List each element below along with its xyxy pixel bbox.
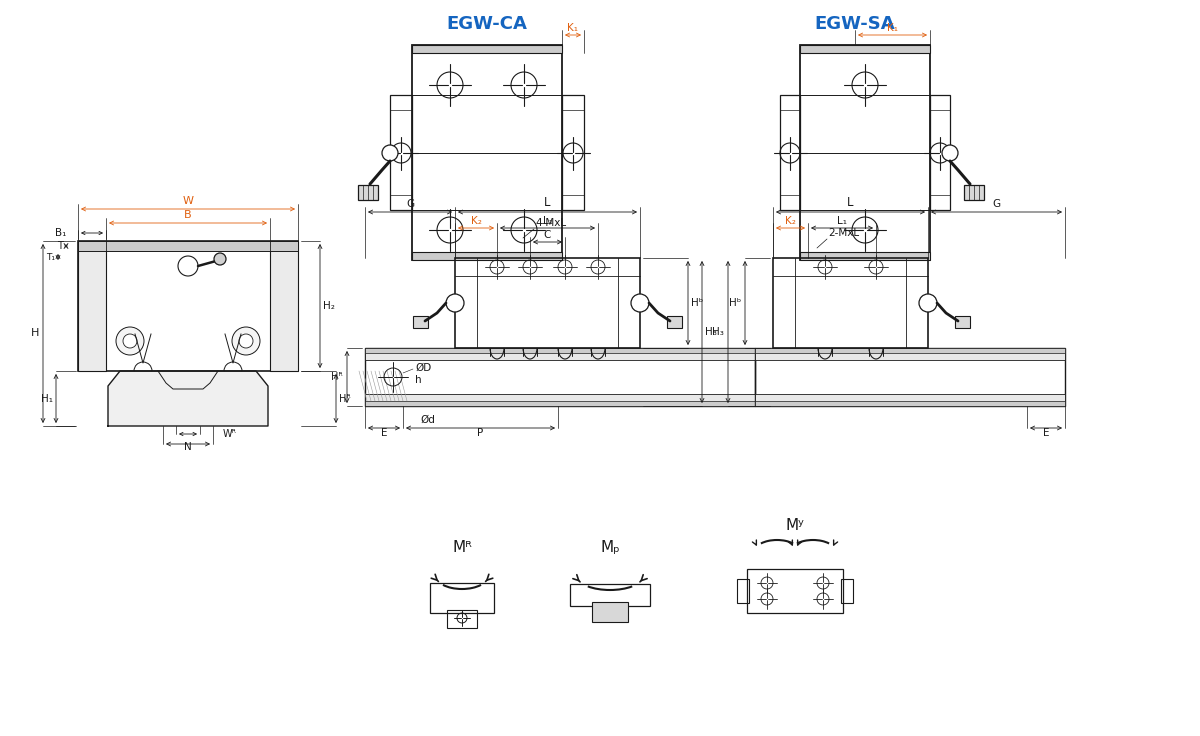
Text: N: N bbox=[184, 442, 192, 452]
Bar bbox=[78, 241, 298, 251]
Bar bbox=[800, 252, 930, 260]
Bar bbox=[358, 185, 378, 200]
Circle shape bbox=[382, 145, 398, 161]
Text: H₃: H₃ bbox=[706, 327, 716, 337]
Text: C: C bbox=[544, 230, 551, 240]
Bar bbox=[755, 348, 1066, 353]
Bar bbox=[746, 569, 842, 613]
Text: 2-MxL: 2-MxL bbox=[828, 228, 859, 238]
Bar bbox=[755, 401, 1066, 406]
Bar bbox=[780, 95, 800, 210]
Text: Hᵇ: Hᵇ bbox=[691, 298, 703, 308]
Text: E: E bbox=[380, 428, 388, 438]
Text: P: P bbox=[478, 428, 484, 438]
Bar bbox=[78, 241, 298, 371]
Circle shape bbox=[919, 294, 937, 312]
Text: H₁: H₁ bbox=[41, 394, 53, 403]
Circle shape bbox=[214, 253, 226, 265]
Text: T₁: T₁ bbox=[46, 252, 55, 261]
Bar bbox=[755, 348, 1066, 360]
Text: E: E bbox=[1043, 428, 1049, 438]
Text: K₂: K₂ bbox=[470, 216, 481, 226]
Text: T: T bbox=[58, 241, 64, 251]
Text: Ød: Ød bbox=[420, 415, 434, 425]
Bar bbox=[841, 579, 853, 603]
Text: EGW-SA: EGW-SA bbox=[815, 15, 895, 33]
Circle shape bbox=[446, 294, 464, 312]
Text: H₂: H₂ bbox=[323, 301, 335, 311]
Text: K₂: K₂ bbox=[785, 216, 796, 226]
Text: 4-MxL: 4-MxL bbox=[535, 218, 566, 228]
Circle shape bbox=[942, 145, 958, 161]
Text: G: G bbox=[406, 199, 414, 209]
Circle shape bbox=[239, 334, 253, 348]
Text: Wᴿ: Wᴿ bbox=[223, 429, 236, 439]
Bar bbox=[562, 95, 584, 210]
Text: L₁: L₁ bbox=[542, 216, 552, 226]
Text: L: L bbox=[545, 196, 551, 209]
Polygon shape bbox=[108, 371, 268, 426]
Circle shape bbox=[232, 327, 260, 355]
Bar bbox=[365, 348, 755, 360]
Text: ØD: ØD bbox=[415, 363, 431, 373]
Text: B₁: B₁ bbox=[55, 228, 66, 238]
Text: h: h bbox=[415, 375, 421, 385]
Text: Hᴿ: Hᴿ bbox=[331, 372, 343, 382]
Bar bbox=[737, 579, 749, 603]
Bar bbox=[412, 45, 562, 53]
Bar bbox=[270, 241, 298, 371]
Text: H: H bbox=[31, 328, 38, 339]
Text: Mʸ: Mʸ bbox=[786, 518, 804, 534]
Bar bbox=[412, 45, 562, 260]
Bar bbox=[592, 602, 628, 622]
Bar bbox=[955, 316, 970, 328]
Circle shape bbox=[116, 327, 144, 355]
Bar bbox=[964, 185, 984, 200]
Text: W: W bbox=[182, 196, 193, 206]
Bar bbox=[365, 394, 755, 406]
Text: B: B bbox=[184, 210, 192, 220]
Text: EGW-CA: EGW-CA bbox=[446, 15, 528, 33]
Bar bbox=[413, 316, 428, 328]
Text: L₁: L₁ bbox=[838, 216, 847, 226]
Text: Mᴿ: Mᴿ bbox=[452, 540, 472, 556]
Text: Hᴿ: Hᴿ bbox=[340, 394, 350, 403]
Bar bbox=[800, 45, 930, 53]
Text: Mₚ: Mₚ bbox=[600, 540, 620, 556]
Bar bbox=[755, 394, 1066, 406]
Bar bbox=[446, 610, 478, 628]
Circle shape bbox=[124, 334, 137, 348]
Bar bbox=[930, 95, 950, 210]
Text: H₃: H₃ bbox=[712, 327, 724, 337]
Bar bbox=[390, 95, 412, 210]
Bar bbox=[755, 348, 1066, 406]
Text: Hᵇ: Hᵇ bbox=[728, 298, 742, 308]
Bar bbox=[412, 252, 562, 260]
Bar bbox=[365, 401, 755, 406]
Bar bbox=[800, 45, 930, 260]
Bar bbox=[365, 348, 755, 353]
Text: G: G bbox=[992, 199, 1001, 209]
Bar bbox=[667, 316, 682, 328]
Bar bbox=[78, 241, 106, 371]
Text: K₁: K₁ bbox=[887, 23, 898, 33]
Circle shape bbox=[178, 256, 198, 276]
Bar bbox=[455, 258, 640, 348]
Circle shape bbox=[631, 294, 649, 312]
Bar bbox=[430, 583, 494, 613]
Bar bbox=[365, 348, 755, 406]
Bar bbox=[570, 584, 650, 606]
Text: L: L bbox=[847, 196, 853, 209]
Bar bbox=[773, 258, 928, 348]
Text: K₁: K₁ bbox=[568, 23, 578, 33]
